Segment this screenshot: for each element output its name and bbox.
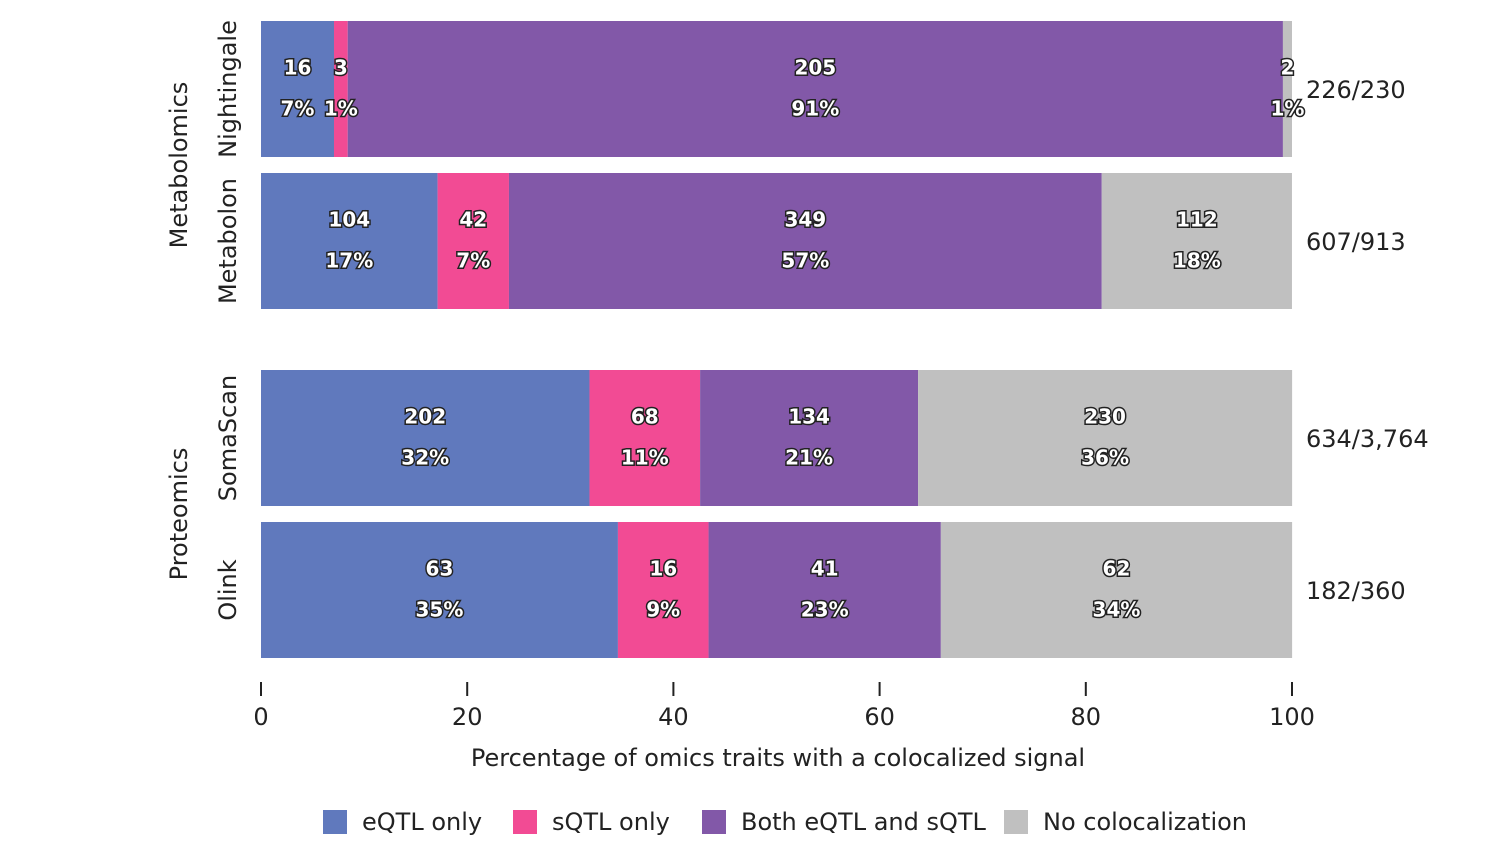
value-label: 34% [1093,598,1141,622]
value-label: 57% [781,249,829,273]
x-tick-label: 0 [253,703,268,731]
count-label: 230 [1084,405,1126,429]
count-label: 205 [794,56,836,80]
category-label: Nightingale [214,20,242,158]
legend-swatch [1004,810,1028,834]
x-tick-label: 20 [452,703,483,731]
bar-segment [347,21,1283,157]
value-label: 9% [646,598,680,622]
bar-segment [261,173,438,309]
bar-segment [261,522,618,658]
bar-segment [708,522,941,658]
count-label: 104 [328,208,370,232]
total-label: 607/913 [1306,228,1406,256]
category-label: Olink [214,559,242,620]
value-label: 11% [621,446,669,470]
category-label: SomaScan [214,375,242,501]
x-axis-label: Percentage of omics traits with a coloca… [471,744,1085,772]
value-label: 91% [791,97,839,121]
count-label: 2 [1281,56,1295,80]
count-label: 202 [404,405,446,429]
value-label: 1% [324,97,358,121]
group-label: Metabolomics [165,82,193,249]
count-label: 3 [334,56,348,80]
group-label: Proteomics [165,448,193,581]
bar-segment [617,522,709,658]
value-label: 17% [325,249,373,273]
x-tick-label: 60 [864,703,895,731]
count-label: 42 [459,208,487,232]
x-tick-label: 40 [658,703,689,731]
legend-swatch [323,810,347,834]
value-label: 1% [1270,97,1304,121]
bar-segment [437,173,509,309]
count-label: 112 [1176,208,1218,232]
count-label: 16 [649,557,677,581]
legend-label: sQTL only [552,808,670,836]
legend-swatch [702,810,726,834]
legend-label: eQTL only [362,808,482,836]
bar-segment [261,370,590,506]
total-label: 182/360 [1306,577,1406,605]
count-label: 41 [811,557,839,581]
value-label: 21% [785,446,833,470]
value-label: 7% [456,249,490,273]
count-label: 16 [284,56,312,80]
value-label: 23% [801,598,849,622]
bar-segment [1101,173,1292,309]
bar-segment [508,173,1102,309]
value-label: 36% [1081,446,1129,470]
count-label: 349 [784,208,826,232]
legend-swatch [513,810,537,834]
bar-segment [589,370,701,506]
value-label: 32% [401,446,449,470]
count-label: 62 [1103,557,1131,581]
count-label: 68 [631,405,659,429]
value-label: 7% [281,97,315,121]
bar-segment [261,21,334,157]
bar-segment [1282,21,1292,157]
count-label: 63 [426,557,454,581]
bar-segment [940,522,1293,658]
x-tick-label: 100 [1269,703,1315,731]
value-label: 18% [1173,249,1221,273]
total-label: 226/230 [1306,76,1406,104]
bar-segment [918,370,1293,506]
bar-segment [700,370,919,506]
count-label: 134 [788,405,830,429]
value-label: 35% [416,598,464,622]
total-label: 634/3,764 [1306,425,1429,453]
legend-label: No colocalization [1043,808,1247,836]
category-label: Metabolon [214,178,242,304]
x-tick-label: 80 [1071,703,1102,731]
bar-segment [333,21,348,157]
legend-label: Both eQTL and sQTL [741,808,987,836]
